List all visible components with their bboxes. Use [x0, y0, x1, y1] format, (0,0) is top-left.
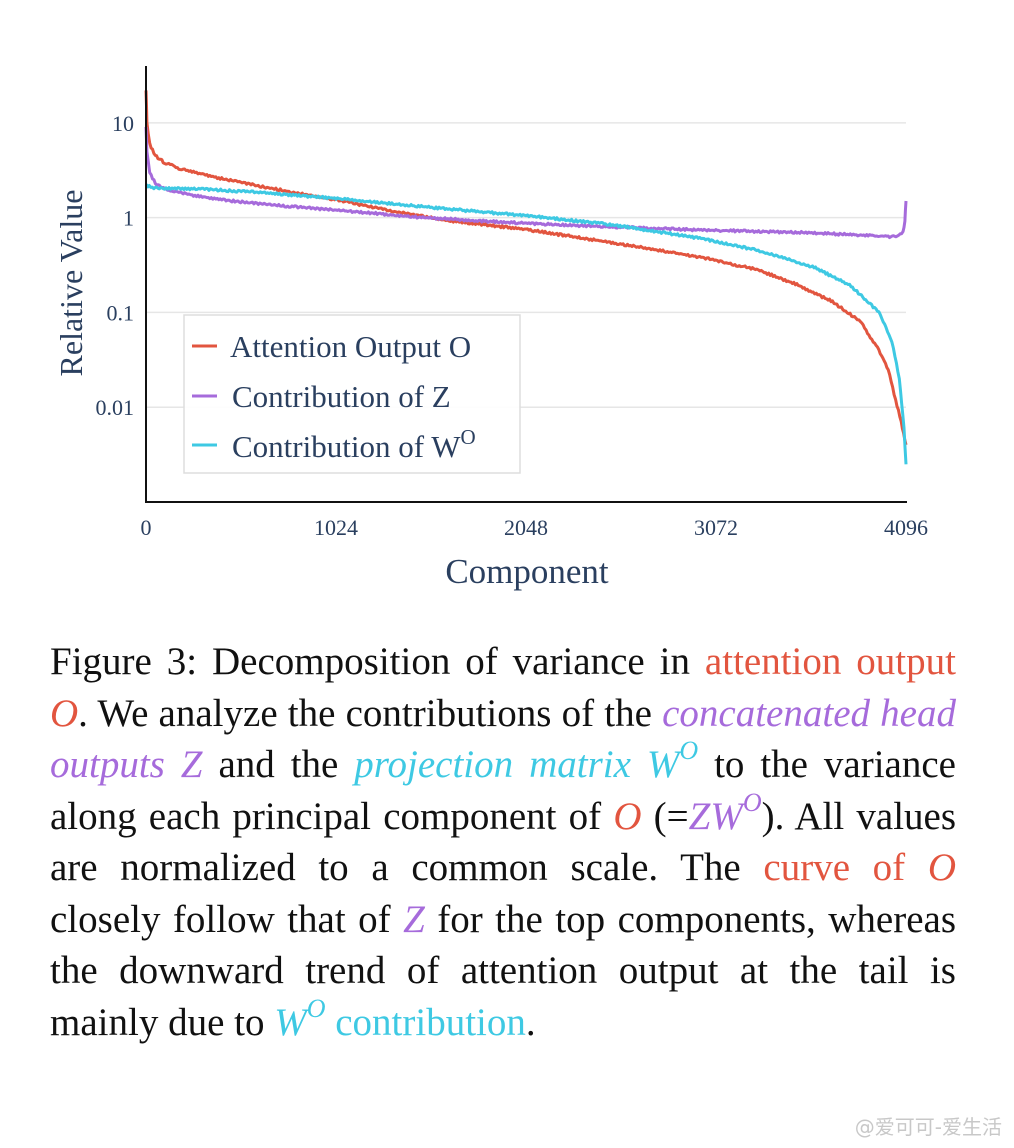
- caption-z-symbol-2: Z: [688, 794, 711, 838]
- legend-box: [183, 314, 521, 474]
- caption-o-symbol-3: O: [927, 846, 956, 889]
- caption-w-symbol-2: W: [710, 794, 743, 838]
- caption-attention-output-term: attention output: [704, 640, 956, 683]
- series-layer: [144, 90, 908, 465]
- y-tick-label-1: 0.1: [107, 300, 135, 325]
- x-tick-labels: 0 1024 2048 3072 4096: [141, 515, 929, 540]
- caption-part-6: ). All values are normalized to a common…: [50, 794, 957, 890]
- caption-part-8: for the top components, whereas the down…: [50, 897, 957, 1044]
- caption-o-symbol: O: [50, 691, 79, 735]
- variance-chart: 0 1024 2048 3072 4096 0.01 0.1 1 10 Component R…: [53, 66, 929, 591]
- caption-w-superscript: O: [679, 736, 699, 765]
- y-tick-labels: 0.01 0.1 1 10: [96, 111, 135, 420]
- caption-w-superscript-2: O: [742, 787, 762, 817]
- caption-curve-term: curve of: [763, 846, 928, 889]
- y-tick-label-3: 10: [112, 111, 134, 136]
- caption-z-term: concatenated head outputs: [50, 691, 956, 787]
- series-line-attention-output: [144, 90, 908, 446]
- series-line-contribution-wo: [144, 183, 908, 465]
- legend-label-attention-output: Attention Output O: [230, 329, 471, 364]
- caption-contribution-term: contribution: [325, 1000, 526, 1044]
- caption-part-9: .: [525, 1000, 536, 1044]
- x-tick-label-0: 0: [141, 515, 152, 540]
- caption-part-1: Figure 3: Decomposition of variance in: [50, 640, 705, 683]
- y-tick-label-2: 1: [123, 206, 134, 231]
- caption-part-2: . We analyze the contributions of the: [78, 691, 663, 735]
- caption-z-symbol-3: Z: [403, 897, 425, 941]
- figure-caption: Figure 3: Decomposition of variance in a…: [50, 636, 956, 1048]
- x-tick-label-3: 3072: [694, 515, 738, 540]
- y-axis-title: Relative Value: [53, 190, 89, 377]
- caption-o-symbol-2: O: [613, 794, 642, 838]
- legend-label-wo-sup: O: [460, 425, 475, 449]
- caption-w-symbol: W: [646, 743, 680, 786]
- grid-lines: [146, 122, 906, 408]
- x-axis-title: Component: [445, 552, 609, 591]
- legend: Attention Output O Contribution of Z Con…: [183, 314, 521, 474]
- x-tick-label-4: 4096: [884, 515, 928, 540]
- caption-w-superscript-3: O: [306, 993, 326, 1023]
- legend-label-contribution-z: Contribution of Z: [232, 379, 451, 414]
- x-tick-label-1: 1024: [314, 515, 358, 540]
- caption-part-5: (=: [641, 794, 689, 838]
- caption-w-term: projection matrix: [354, 743, 647, 786]
- caption-z-symbol: Z: [180, 743, 203, 786]
- axes: [145, 66, 907, 503]
- y-tick-label-0: 0.01: [96, 395, 135, 420]
- watermark: @爱可可-爱生活: [854, 1115, 1002, 1139]
- legend-label-wo-base: Contribution of W: [232, 429, 461, 464]
- legend-label-contribution-wo: Contribution of WO: [232, 425, 476, 464]
- caption-w-symbol-3: W: [274, 1000, 307, 1044]
- x-tick-label-2: 2048: [504, 515, 548, 540]
- series-line-contribution-z: [144, 126, 908, 240]
- caption-part-7: closely follow that of: [50, 897, 404, 941]
- caption-part-4: to the variance along each principal com…: [50, 743, 956, 838]
- caption-part-3: and the: [202, 743, 355, 786]
